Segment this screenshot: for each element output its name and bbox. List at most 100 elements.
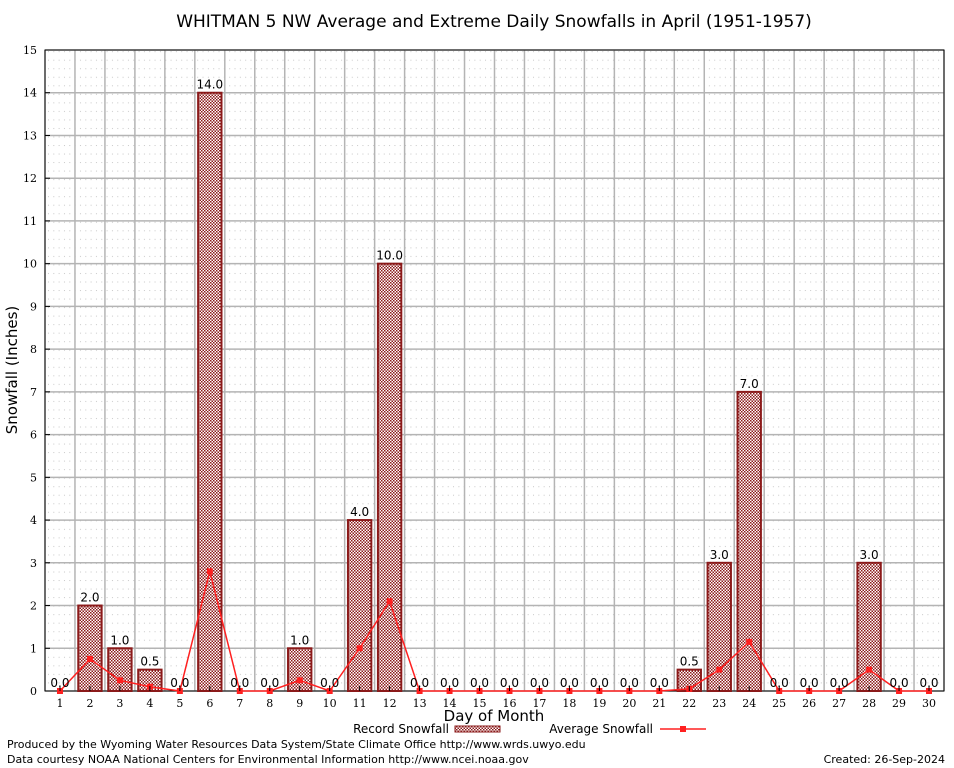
x-tick-label: 3 bbox=[116, 697, 123, 710]
average-point-day-12 bbox=[386, 598, 393, 605]
bar-label-day-19: 0.0 bbox=[590, 676, 609, 690]
y-tick-label: 1 bbox=[30, 642, 37, 655]
bar-label-day-29: 0.0 bbox=[890, 676, 909, 690]
x-tick-label: 9 bbox=[296, 697, 303, 710]
y-tick-label: 11 bbox=[23, 215, 37, 228]
x-tick-label: 17 bbox=[532, 697, 546, 710]
bar-day-9 bbox=[287, 647, 313, 692]
y-tick-label: 8 bbox=[30, 343, 37, 356]
x-tick-label: 10 bbox=[323, 697, 337, 710]
bar-label-day-30: 0.0 bbox=[919, 676, 938, 690]
x-tick-label: 25 bbox=[772, 697, 786, 710]
x-tick-label: 15 bbox=[473, 697, 487, 710]
bar-label-day-26: 0.0 bbox=[800, 676, 819, 690]
x-tick-label: 2 bbox=[86, 697, 93, 710]
legend-label-average: Average Snowfall bbox=[549, 722, 653, 736]
average-point-day-3 bbox=[116, 677, 123, 684]
average-point-day-2 bbox=[86, 655, 93, 662]
x-tick-label: 1 bbox=[56, 697, 63, 710]
x-tick-label: 5 bbox=[176, 697, 183, 710]
x-tick-label: 11 bbox=[353, 697, 367, 710]
y-tick-label: 2 bbox=[30, 600, 37, 613]
bar-day-11 bbox=[346, 519, 373, 692]
legend-label-record: Record Snowfall bbox=[353, 722, 449, 736]
y-tick-label: 9 bbox=[30, 300, 37, 313]
y-tick-label: 12 bbox=[23, 172, 37, 185]
x-tick-label: 23 bbox=[712, 697, 726, 710]
x-tick-label: 14 bbox=[443, 697, 457, 710]
average-point-day-9 bbox=[296, 677, 303, 684]
bar-label-day-2: 2.0 bbox=[80, 591, 99, 605]
legend-swatch-record bbox=[454, 725, 501, 733]
average-point-day-24 bbox=[746, 638, 753, 645]
bar-label-day-28: 3.0 bbox=[860, 548, 879, 562]
x-tick-label: 29 bbox=[892, 697, 906, 710]
bar-label-day-13: 0.0 bbox=[410, 676, 429, 690]
average-point-day-23 bbox=[716, 666, 723, 673]
y-axis-label: Snowfall (Inches) bbox=[3, 306, 21, 434]
y-tick-label: 4 bbox=[30, 514, 37, 527]
x-tick-label: 12 bbox=[383, 697, 397, 710]
footer-created: Created: 26-Sep-2024 bbox=[823, 753, 945, 766]
bar-label-day-4: 0.5 bbox=[140, 655, 159, 669]
y-tick-label: 14 bbox=[23, 87, 37, 100]
bar-label-day-21: 0.0 bbox=[650, 676, 669, 690]
bar-label-day-17: 0.0 bbox=[530, 676, 549, 690]
bar-label-day-7: 0.0 bbox=[230, 676, 249, 690]
x-tick-label: 8 bbox=[266, 697, 273, 710]
footer-data-courtesy: Data courtesy NOAA National Centers for … bbox=[7, 753, 529, 766]
x-tick-label: 22 bbox=[682, 697, 696, 710]
bar-label-day-24: 7.0 bbox=[740, 377, 759, 391]
x-tick-label: 16 bbox=[502, 697, 516, 710]
bar-label-day-3: 1.0 bbox=[110, 633, 129, 647]
chart-title: WHITMAN 5 NW Average and Extreme Daily S… bbox=[176, 12, 812, 32]
bar-label-day-14: 0.0 bbox=[440, 676, 459, 690]
average-point-day-28 bbox=[866, 666, 873, 673]
x-tick-label: 7 bbox=[236, 697, 243, 710]
bar-label-day-27: 0.0 bbox=[830, 676, 849, 690]
y-tick-label: 0 bbox=[30, 685, 37, 698]
legend: Record Snowfall Average Snowfall bbox=[353, 722, 706, 736]
x-tick-label: 4 bbox=[146, 697, 153, 710]
y-tick-label: 10 bbox=[23, 258, 37, 271]
x-tick-label: 13 bbox=[413, 697, 427, 710]
x-tick-label: 24 bbox=[742, 697, 756, 710]
y-tick-label: 15 bbox=[23, 44, 37, 57]
bar-label-day-6: 14.0 bbox=[196, 78, 223, 92]
y-tick-label: 7 bbox=[30, 386, 37, 399]
average-point-day-11 bbox=[356, 645, 363, 652]
bar-label-day-8: 0.0 bbox=[260, 676, 279, 690]
bar-label-day-15: 0.0 bbox=[470, 676, 489, 690]
y-tick-label: 6 bbox=[30, 429, 37, 442]
bar-label-day-23: 3.0 bbox=[710, 548, 729, 562]
bar-label-day-25: 0.0 bbox=[770, 676, 789, 690]
y-tick-label: 3 bbox=[30, 557, 37, 570]
bar-day-2 bbox=[77, 604, 103, 692]
x-tick-label: 19 bbox=[592, 697, 606, 710]
bar-label-day-10: 0.0 bbox=[320, 676, 339, 690]
bar-label-day-22: 0.5 bbox=[680, 655, 699, 669]
x-tick-label: 30 bbox=[922, 697, 936, 710]
x-axis-label: Day of Month bbox=[444, 707, 545, 725]
bar-label-day-11: 4.0 bbox=[350, 505, 369, 519]
bar-label-day-16: 0.0 bbox=[500, 676, 519, 690]
bar-label-day-5: 0.0 bbox=[170, 676, 189, 690]
bar-day-24 bbox=[736, 390, 762, 692]
x-tick-label: 26 bbox=[802, 697, 816, 710]
x-tick-label: 20 bbox=[622, 697, 636, 710]
x-tick-label: 21 bbox=[652, 697, 666, 710]
y-tick-label: 13 bbox=[23, 129, 37, 142]
x-tick-label: 28 bbox=[862, 697, 876, 710]
bar-label-day-1: 0.0 bbox=[50, 676, 69, 690]
bar-label-day-20: 0.0 bbox=[620, 676, 639, 690]
y-tick-label: 5 bbox=[30, 471, 37, 484]
bar-label-day-12: 10.0 bbox=[376, 249, 403, 263]
average-point-day-6 bbox=[206, 568, 213, 575]
x-tick-label: 6 bbox=[206, 697, 213, 710]
x-tick-label: 18 bbox=[562, 697, 576, 710]
average-line bbox=[59, 571, 930, 692]
x-tick-label: 27 bbox=[832, 697, 846, 710]
bar-label-day-18: 0.0 bbox=[560, 676, 579, 690]
legend-marker-average bbox=[680, 726, 686, 732]
